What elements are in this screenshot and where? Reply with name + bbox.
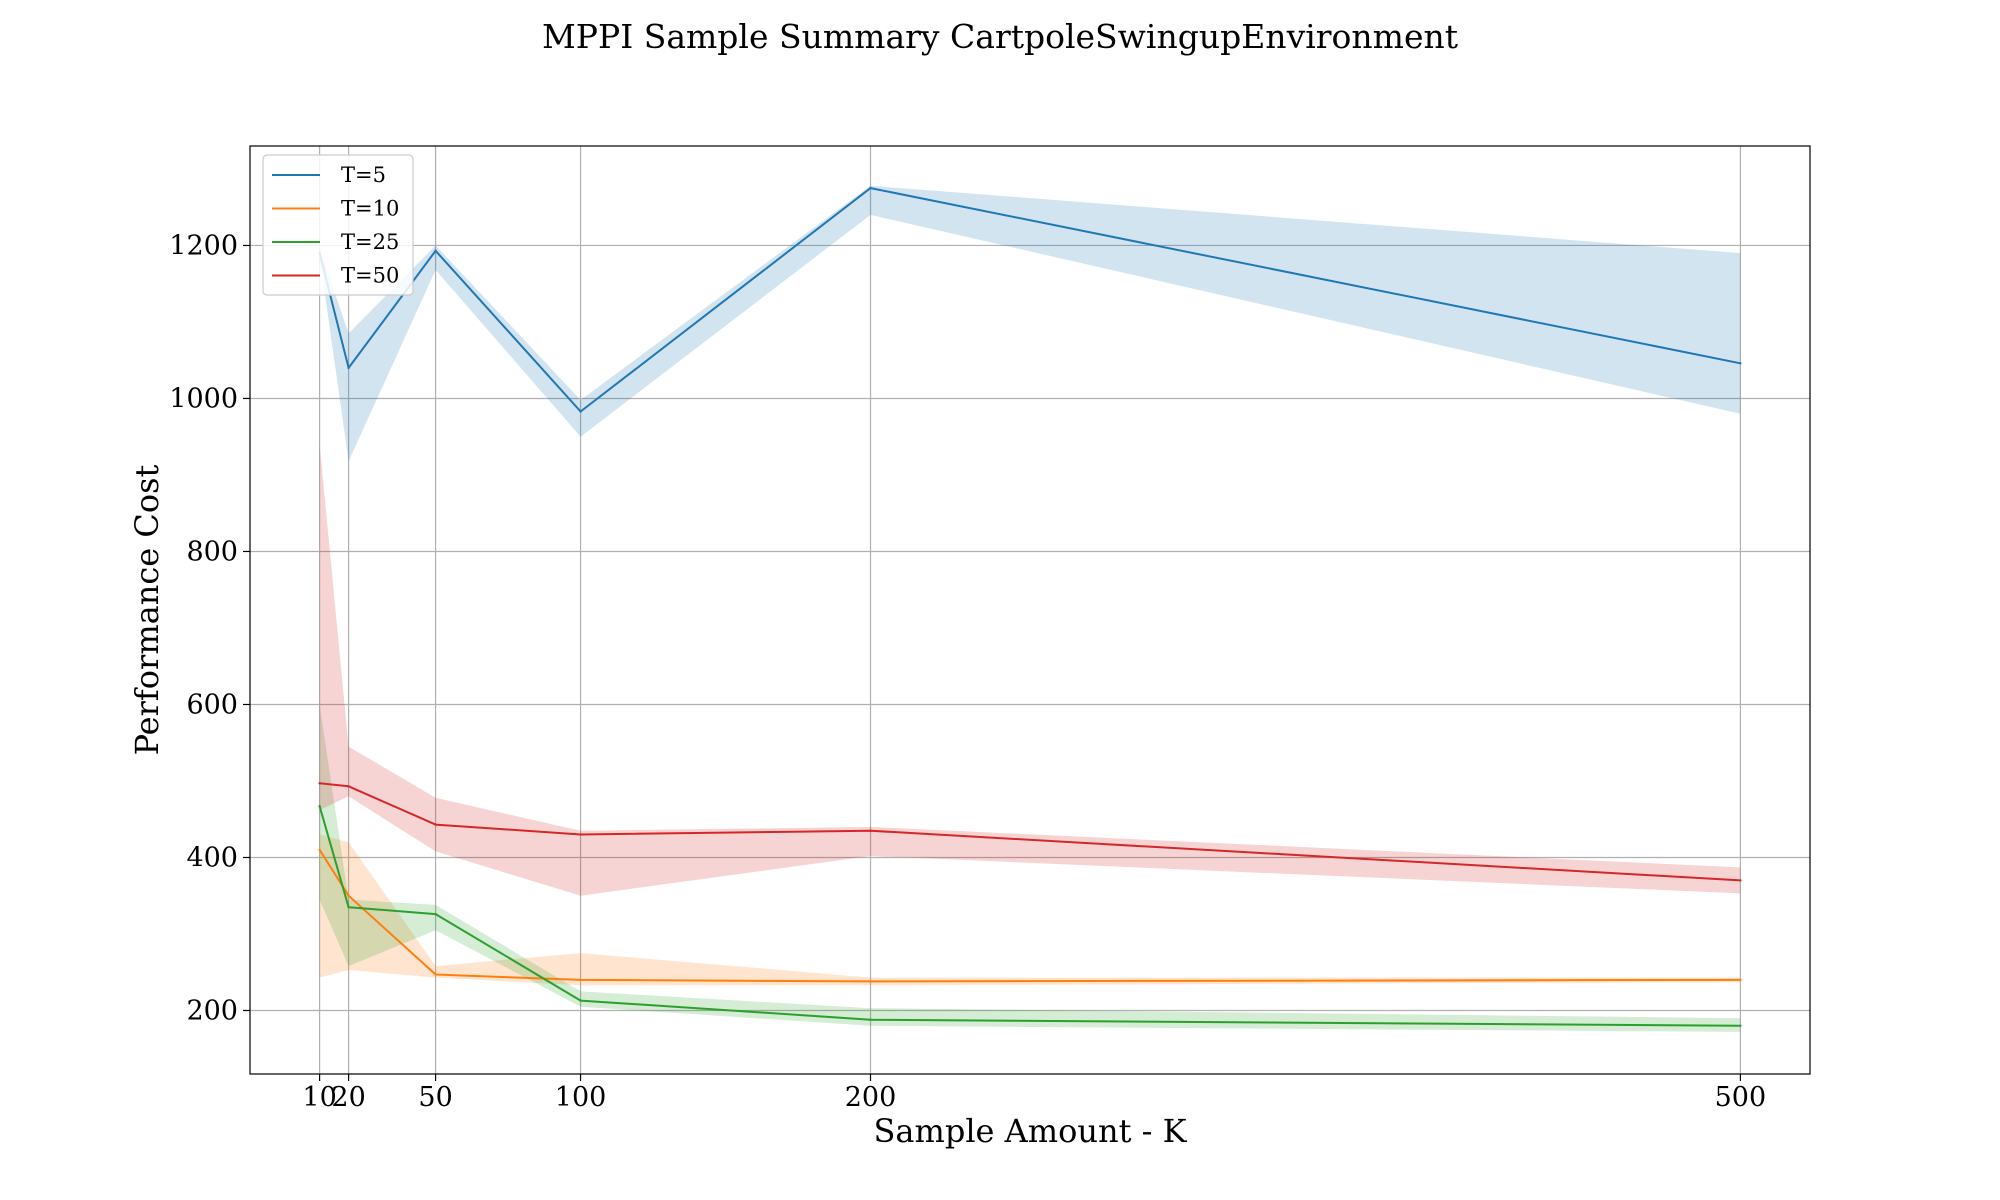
plot-frame xyxy=(249,145,1811,1075)
series-line-t-50 xyxy=(319,782,1741,882)
data-point xyxy=(579,978,582,982)
data-point xyxy=(579,999,582,1002)
x-tick-label: 50 xyxy=(418,1082,452,1113)
data-point xyxy=(1739,879,1742,882)
legend: T=5 T=10 T=25 T=50 xyxy=(262,154,414,296)
band-t-5 xyxy=(319,185,1741,462)
chart-title: MPPI Sample Summary CartpoleSwingupEnvir… xyxy=(542,17,1458,56)
data-point xyxy=(869,1018,872,1021)
series-line-t-25 xyxy=(318,805,1741,1027)
data-point xyxy=(1739,978,1742,982)
y-axis-ticks: 200 400 600 800 1000 1200 xyxy=(169,230,250,1027)
data-point xyxy=(434,973,437,976)
data-point xyxy=(869,829,872,832)
data-point xyxy=(579,410,582,413)
data-point xyxy=(347,906,350,909)
x-tick-label: 500 xyxy=(1715,1082,1767,1113)
data-point xyxy=(318,782,321,785)
band-t-10 xyxy=(319,834,1741,986)
confidence-bands xyxy=(319,185,1741,1032)
x-tick-label: 200 xyxy=(845,1082,897,1113)
series-lines xyxy=(318,186,1742,1028)
data-point xyxy=(434,912,437,916)
y-tick-label: 400 xyxy=(186,842,238,873)
series-line-t-5 xyxy=(318,187,1741,413)
x-tick-label: 100 xyxy=(555,1082,607,1113)
data-point xyxy=(579,833,582,836)
y-tick-label: 600 xyxy=(186,689,238,720)
y-axis-label: Performance Cost xyxy=(128,464,166,755)
data-point xyxy=(347,366,350,370)
legend-label: T=50 xyxy=(341,264,399,288)
y-tick-label: 1200 xyxy=(169,230,238,261)
data-point xyxy=(347,894,350,897)
legend-label: T=25 xyxy=(341,230,399,254)
x-tick-label: 10 xyxy=(302,1082,336,1113)
data-point xyxy=(318,848,321,852)
x-axis-label: Sample Amount - K xyxy=(873,1112,1187,1150)
legend-box xyxy=(262,154,414,296)
x-tick-label: 20 xyxy=(331,1082,365,1113)
data-point xyxy=(869,186,872,190)
y-tick-label: 1000 xyxy=(169,383,238,414)
data-point xyxy=(434,249,437,253)
grid xyxy=(250,146,1810,1074)
y-tick-label: 800 xyxy=(186,536,238,567)
band-t-50 xyxy=(319,444,1741,896)
data-point xyxy=(869,980,872,983)
legend-label: T=10 xyxy=(341,197,399,221)
data-point xyxy=(1739,362,1742,365)
data-point xyxy=(434,823,437,826)
legend-label: T=5 xyxy=(341,163,386,187)
data-point xyxy=(347,785,350,788)
data-point xyxy=(1739,1024,1742,1028)
y-tick-label: 200 xyxy=(186,996,238,1027)
data-point xyxy=(318,805,321,808)
